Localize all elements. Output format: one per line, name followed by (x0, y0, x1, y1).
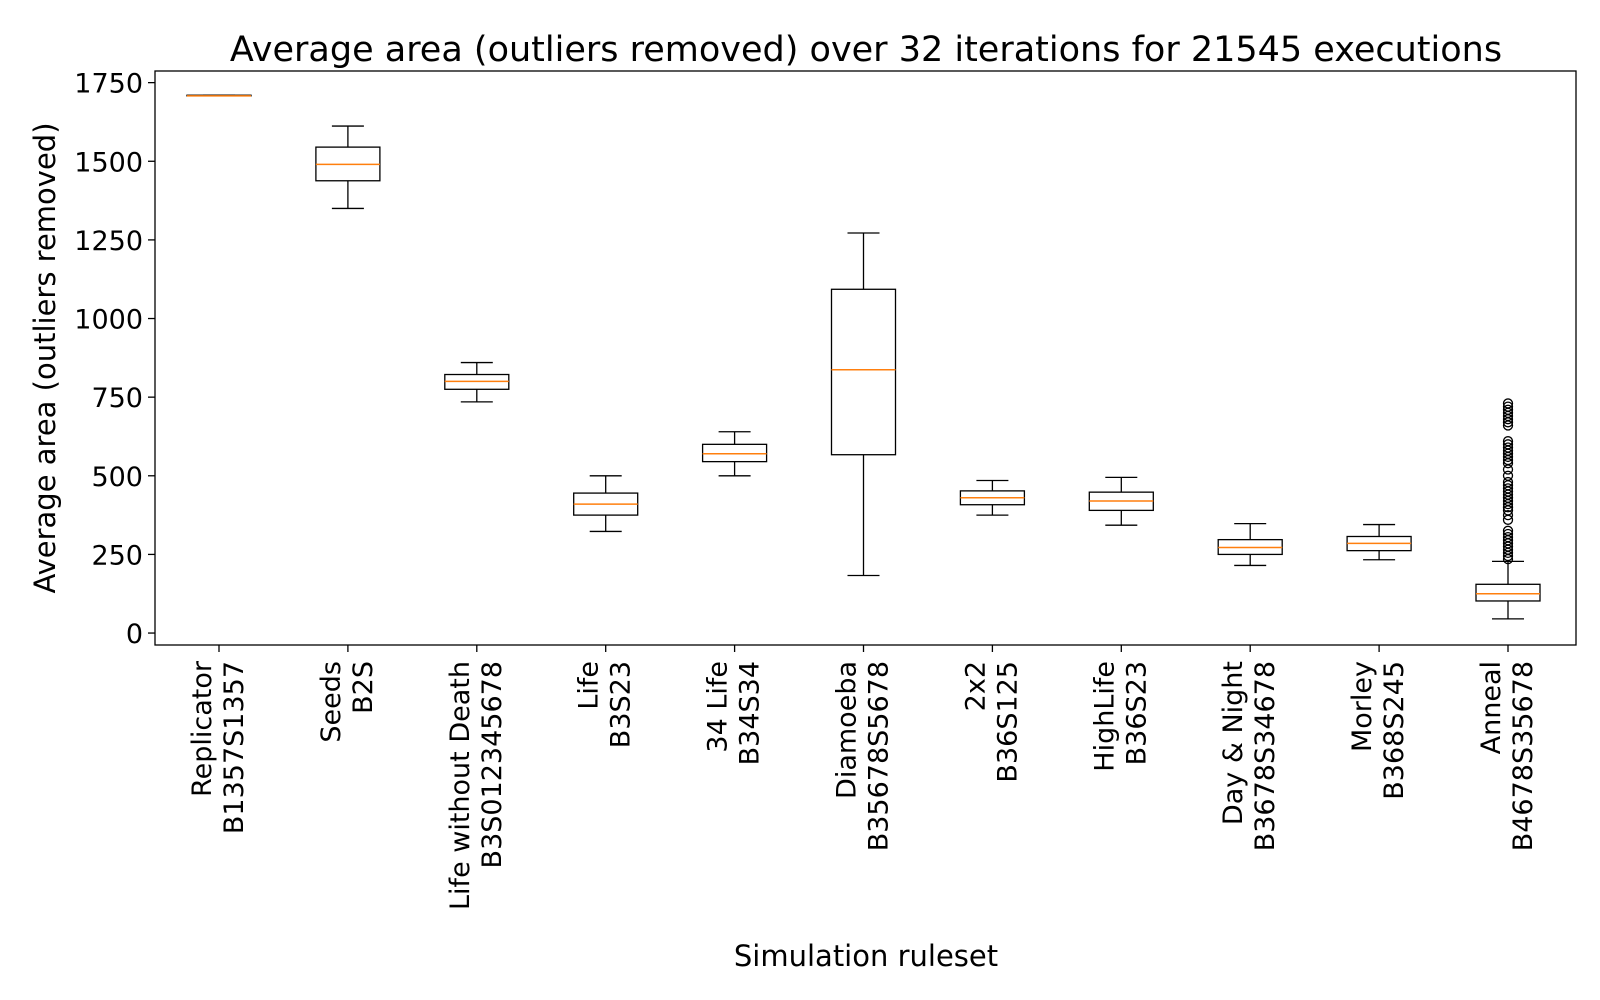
x-tick-label-name: Seeds (316, 661, 347, 743)
outlier-point (1502, 401, 1514, 412)
x-tick-label-rule: B3S23 (606, 661, 637, 748)
outlier-point (1502, 525, 1514, 536)
outlier-point (1502, 509, 1514, 521)
outlier-point (1502, 439, 1514, 450)
y-tick-label: 500 (91, 462, 143, 493)
x-tick-label-name: Life (574, 661, 605, 710)
outlier-point (1502, 442, 1514, 453)
x-tick-label-rule: B368S245 (1379, 661, 1410, 800)
box-replicator (186, 94, 252, 97)
outlier-point (1502, 470, 1514, 481)
x-tick-label: 34 Life B34S34 (703, 661, 766, 765)
x-tick-label-rule: B36S23 (1121, 661, 1152, 765)
boxes-layer (186, 94, 1541, 620)
x-tick-label-rule: B2S (348, 661, 379, 714)
y-tick-label: 1500 (74, 147, 143, 178)
x-tick-label-name: Replicator (187, 660, 218, 797)
outlier-point (1502, 528, 1514, 540)
x-tick-label-rule: B3S012345678 (477, 661, 508, 868)
x-axis: Replicator B1357S1357 Seeds B2S Life without… (187, 645, 1539, 910)
x-tick-label-rule: B4678S35678 (1508, 661, 1539, 851)
x-tick-label: Seeds B2S (316, 661, 379, 743)
x-tick-label: HighLife B36S23 (1089, 661, 1152, 772)
box-anneal (1475, 398, 1541, 620)
outlier-point (1502, 404, 1514, 415)
iqr-box (830, 288, 897, 456)
x-tick-label-name: 2x2 (960, 661, 991, 711)
iqr-box (701, 443, 768, 463)
y-tick-label: 750 (91, 383, 143, 414)
iqr-box (1475, 583, 1541, 602)
x-tick-label-rule: B1357S1357 (219, 661, 250, 834)
plot-frame (154, 70, 1577, 646)
box-life-without-death (444, 361, 510, 403)
x-tick-label: Day & Night B3678S34678 (1218, 661, 1281, 851)
x-tick-label: Morley B368S245 (1347, 661, 1410, 800)
y-axis-label: Average area (outliers removed) (28, 122, 62, 593)
box-diamoeba (830, 232, 897, 577)
y-tick-label: 250 (91, 540, 143, 571)
outlier-point (1502, 483, 1514, 494)
x-tick-label: Life B3S23 (574, 661, 637, 748)
x-tick-label-name: 34 Life (703, 661, 734, 753)
x-tick-label-name: Day & Night (1218, 661, 1249, 825)
y-tick-label: 1000 (74, 305, 143, 336)
chart-title: Average area (outliers removed) over 32 … (230, 30, 1502, 70)
box-highlife (1088, 476, 1154, 526)
box-seeds (315, 125, 381, 210)
x-axis-label: Simulation ruleset (734, 939, 998, 973)
outlier-point (1502, 531, 1514, 543)
x-tick-label-rule: B3678S34678 (1250, 661, 1281, 851)
x-tick-label: Diamoeba B35678S5678 (832, 661, 895, 851)
y-tick-label: 1250 (74, 226, 143, 257)
outlier-point (1502, 436, 1514, 447)
x-tick-label-name: Morley (1347, 661, 1378, 752)
x-tick-label: Life without Death B3S012345678 (445, 661, 508, 910)
x-tick-label-name: Life without Death (445, 661, 476, 910)
x-tick-label-name: HighLife (1089, 661, 1120, 772)
x-tick-label-rule: B35678S5678 (864, 661, 895, 851)
box-morley (1346, 523, 1412, 561)
box-day-night (1217, 522, 1283, 567)
x-tick-label-name: Diamoeba (832, 661, 863, 799)
box-2x2 (959, 479, 1026, 516)
x-tick-label-rule: B34S34 (735, 661, 766, 765)
outlier-point (1502, 398, 1514, 409)
y-tick-label: 0 (126, 619, 143, 650)
x-tick-label-rule: B36S125 (992, 661, 1023, 783)
x-tick-label-name: Anneal (1476, 661, 1507, 754)
x-tick-label: Anneal B4678S35678 (1476, 661, 1539, 851)
y-axis: 0 250 500 750 1000 1250 1500 1750 (74, 69, 155, 650)
x-tick-label: Replicator B1357S1357 (187, 660, 250, 834)
box-34-life (701, 431, 768, 477)
outlier-point (1502, 476, 1514, 488)
box-life (573, 475, 639, 533)
y-tick-label: 1750 (74, 69, 143, 100)
x-tick-label: 2x2 B36S125 (960, 661, 1023, 783)
